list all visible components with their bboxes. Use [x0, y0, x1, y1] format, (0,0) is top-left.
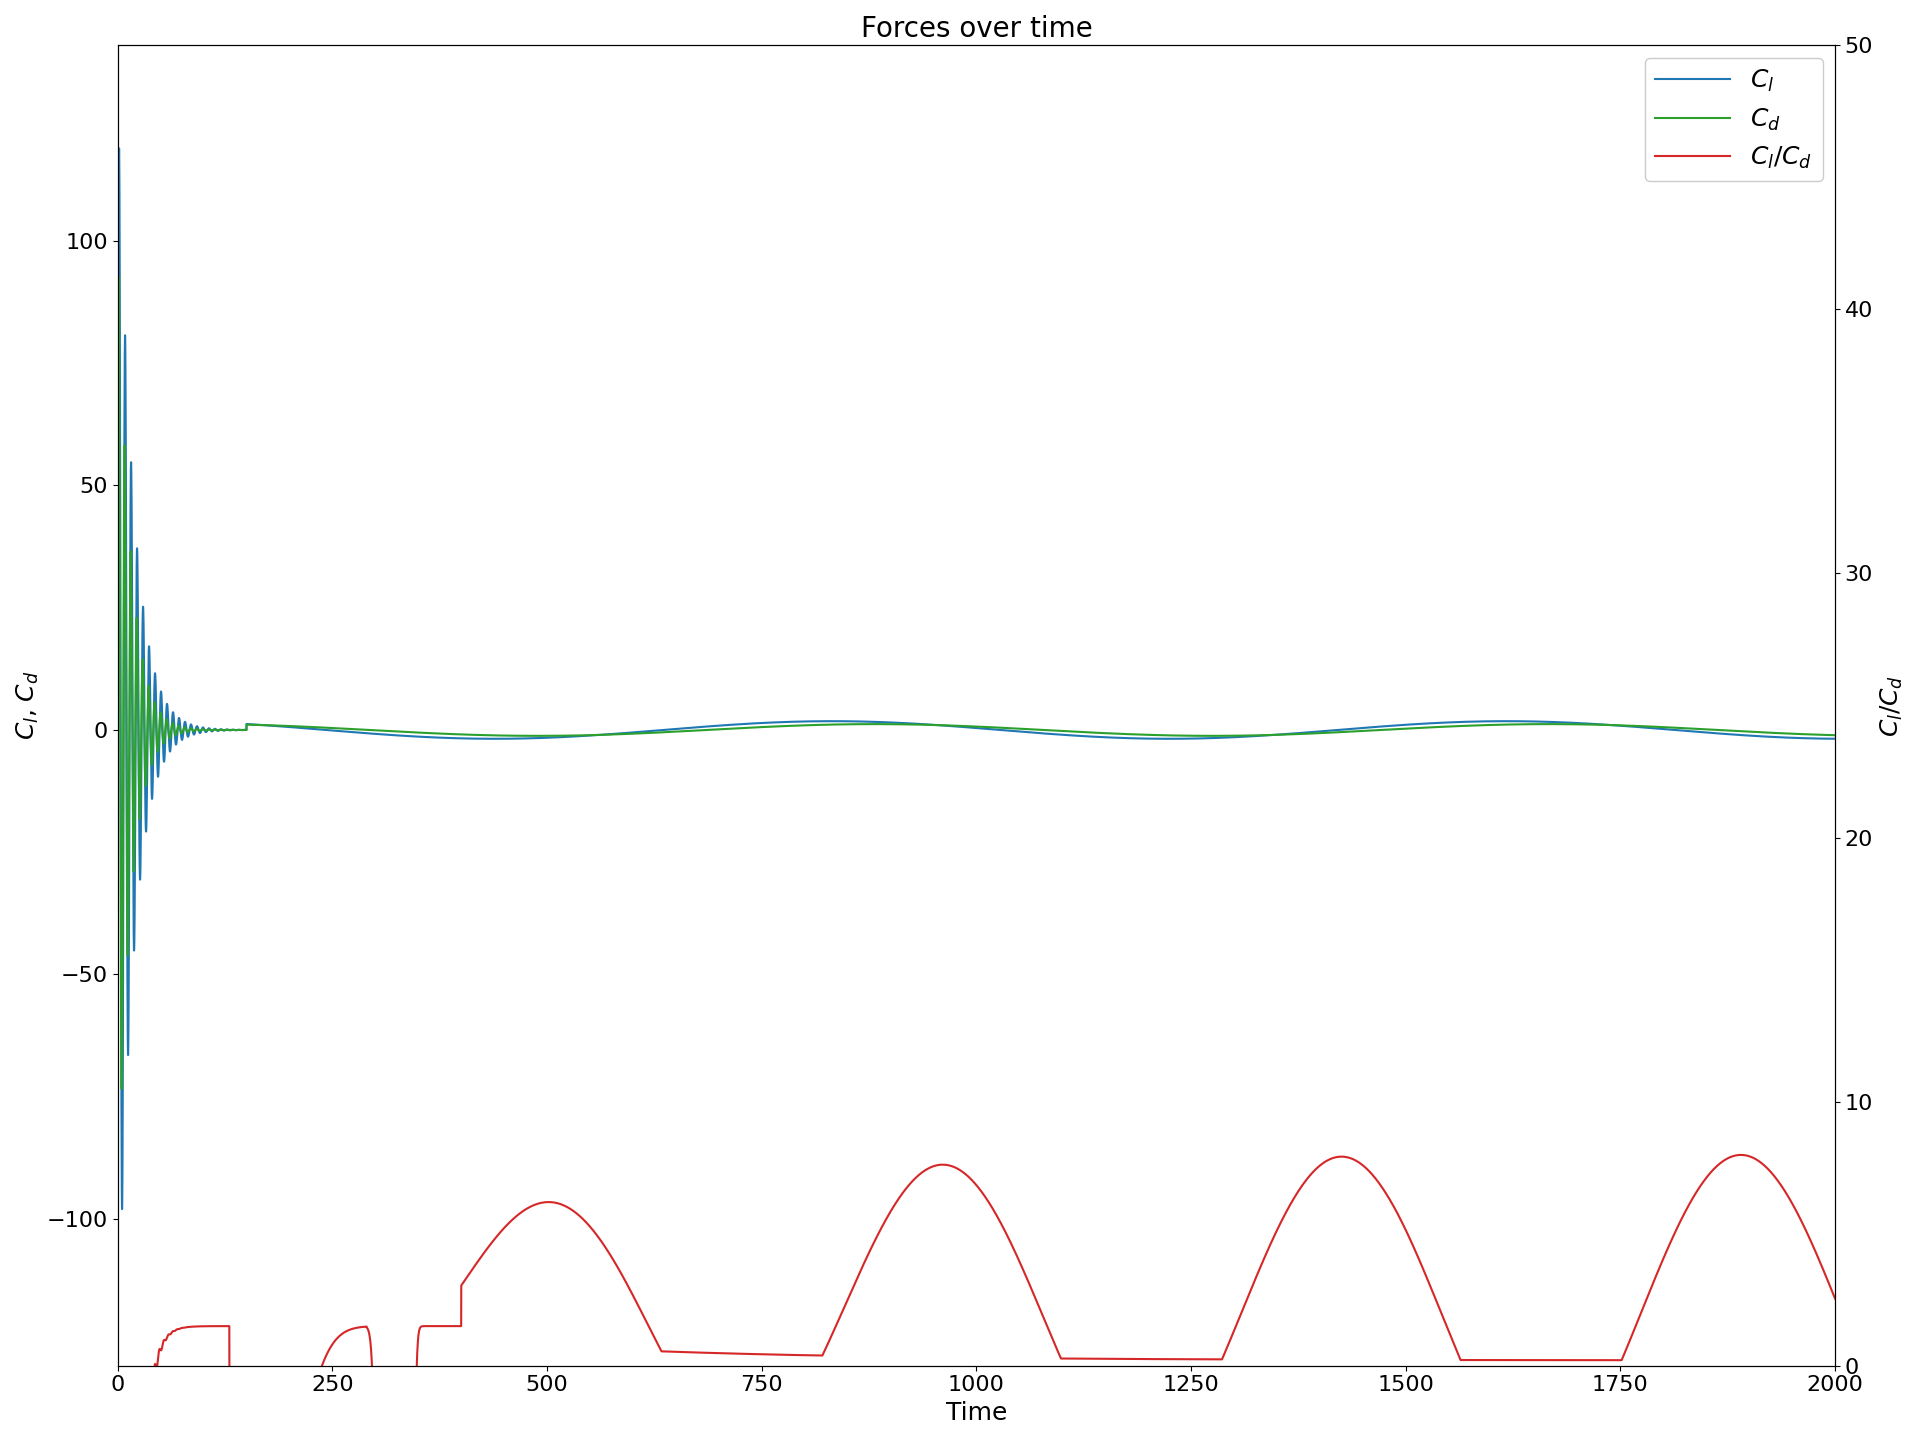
Title: Forces over time: Forces over time	[860, 14, 1092, 43]
$C_l$/$C_d$	[1824, 1290, 1847, 1308]
$C_l$/$C_d$	[993, 1223, 1016, 1240]
Y-axis label: $C_l$, $C_d$: $C_l$, $C_d$	[15, 671, 40, 740]
$C_l$/$C_d$	[614, 1274, 637, 1292]
Line: $C_l$: $C_l$	[117, 148, 1836, 1210]
X-axis label: Time: Time	[947, 1401, 1008, 1426]
$C_l$	[893, 714, 916, 732]
$C_d$	[893, 716, 916, 733]
$C_l$	[1824, 730, 1847, 747]
$C_l$	[1198, 730, 1221, 747]
$C_d$	[109, 1080, 132, 1097]
Line: $C_d$: $C_d$	[117, 276, 1836, 1089]
$C_l$	[1396, 716, 1419, 733]
$C_l$	[614, 724, 637, 742]
$C_l$	[200, 723, 223, 740]
$C_l$	[106, 658, 129, 675]
$C_l$/$C_d$	[1730, 1146, 1753, 1164]
$C_l$	[111, 1201, 134, 1218]
$C_d$	[106, 487, 129, 504]
Line: $C_l$/$C_d$: $C_l$/$C_d$	[117, 1155, 1836, 1440]
$C_d$	[108, 268, 131, 285]
$C_d$	[1198, 727, 1221, 744]
$C_l$/$C_d$	[200, 1318, 223, 1335]
$C_d$	[200, 721, 223, 739]
$C_l$/$C_d$	[1396, 1225, 1419, 1243]
$C_l$/$C_d$	[1198, 1351, 1221, 1368]
$C_l$/$C_d$	[893, 1181, 916, 1198]
Y-axis label: $C_l$/$C_d$: $C_l$/$C_d$	[1880, 674, 1905, 737]
$C_d$	[993, 720, 1016, 737]
$C_d$	[614, 726, 637, 743]
$C_d$	[1396, 720, 1419, 737]
$C_l$	[108, 140, 131, 157]
Legend: $C_l$, $C_d$, $C_l$/$C_d$: $C_l$, $C_d$, $C_l$/$C_d$	[1645, 58, 1822, 181]
$C_l$	[993, 721, 1016, 739]
$C_d$	[1824, 727, 1847, 744]
